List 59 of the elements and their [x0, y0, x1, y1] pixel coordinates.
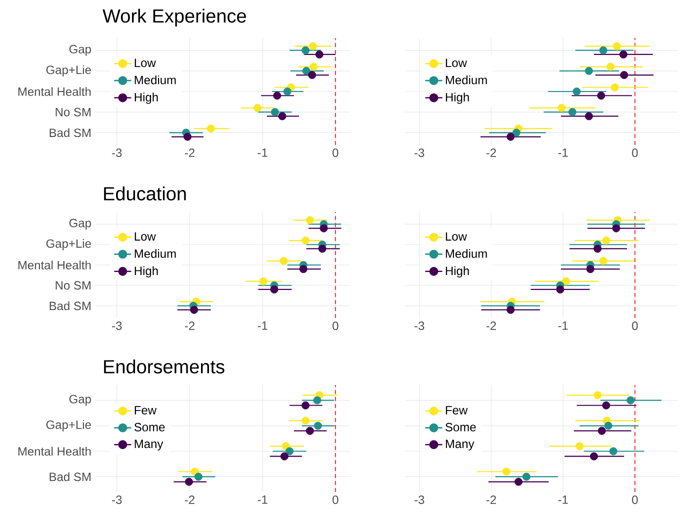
x-tick-label: -3 [112, 322, 122, 330]
y-tick-label: No SM [56, 108, 90, 116]
x-tick-label: 0 [332, 322, 338, 330]
y-tick-label: Mental Health [18, 446, 91, 456]
legend-label: Medium [134, 75, 176, 84]
y-tick-label: Bad SM [50, 128, 90, 138]
x-tick-label: -2 [184, 148, 194, 157]
x-tick-label: -2 [486, 496, 496, 504]
x-tick-label: -1 [558, 322, 568, 330]
x-tick-label: 0 [332, 148, 338, 158]
legend-label: Some [134, 422, 165, 432]
x-tick-label: -3 [414, 496, 424, 504]
y-tick-label: Gap [69, 218, 91, 230]
y-tick-label: Mental Health [18, 87, 91, 96]
x-tick-label: 0 [632, 148, 638, 158]
y-tick-label: Gap+Lie [46, 239, 91, 250]
legend-label: Many [134, 440, 164, 450]
x-tick-label: -2 [184, 322, 194, 330]
x-tick-label: -3 [112, 148, 122, 158]
x-tick-label: -1 [558, 148, 568, 157]
legend-label: Low [134, 58, 156, 68]
x-tick-label: -3 [414, 148, 424, 158]
x-tick-label: -1 [258, 322, 268, 330]
y-tick-label: Bad SM [50, 472, 90, 482]
legend-label: Low [134, 232, 156, 241]
x-tick-label: -3 [112, 496, 122, 504]
legend-label: High [446, 266, 469, 278]
x-tick-label: 0 [632, 496, 638, 504]
x-tick-label: -2 [486, 148, 496, 157]
legend-label: High [446, 92, 469, 104]
legend-label: Low [446, 232, 467, 241]
x-tick-label: -1 [258, 496, 268, 504]
y-tick-label: Gap+Lie [46, 65, 91, 77]
chart-title: Work Experience [102, 8, 246, 26]
y-tick-label: Bad SM [50, 301, 90, 310]
legend-label: Few [134, 406, 157, 414]
y-tick-label: Gap [69, 44, 91, 56]
chart-title: Education [104, 186, 186, 200]
legend-label: Medium [134, 249, 176, 258]
legend-label: Few [446, 406, 468, 414]
x-tick-label: -2 [184, 496, 194, 504]
x-tick-label: -1 [558, 496, 568, 504]
legend-label: Many [446, 440, 474, 450]
y-tick-label: Gap+Lie [46, 420, 91, 432]
y-tick-label: Gap [69, 394, 91, 406]
y-tick-label: No SM [56, 281, 90, 290]
chart-title: Endorsements [104, 360, 224, 374]
legend-label: Some [446, 422, 476, 432]
legend-label: Medium [446, 249, 487, 258]
x-tick-label: 0 [632, 322, 638, 330]
x-tick-label: 0 [332, 496, 338, 504]
legend-label: Low [446, 58, 467, 68]
x-tick-label: -2 [486, 322, 496, 330]
y-tick-label: Mental Health [18, 260, 91, 270]
legend-label: High [134, 92, 158, 104]
legend-label: Medium [446, 75, 487, 84]
x-tick-label: -3 [414, 322, 424, 330]
x-tick-label: -1 [258, 148, 268, 157]
legend-label: High [134, 266, 158, 278]
